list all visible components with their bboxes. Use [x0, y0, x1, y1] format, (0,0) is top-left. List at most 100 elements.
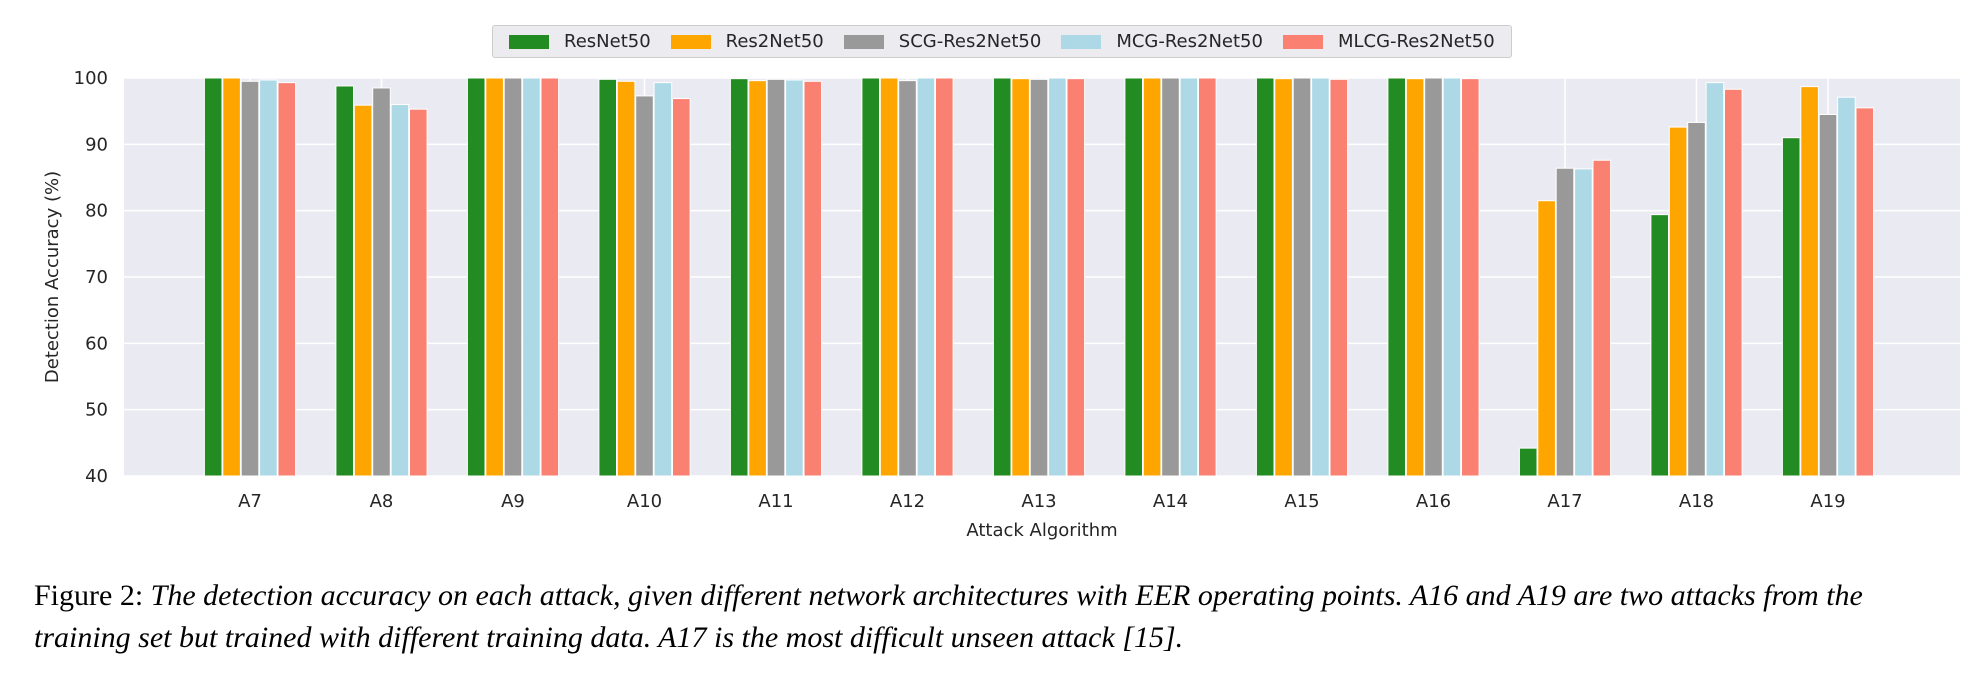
bar-res2net50-a11	[748, 80, 767, 477]
bar-scg-res2net50-a18	[1687, 121, 1706, 477]
bar-resnet50-a13	[992, 77, 1012, 477]
legend-swatch	[1282, 34, 1323, 49]
bar-resnet50-a10	[598, 78, 618, 477]
bar-mcg-res2net50-a12	[916, 77, 936, 477]
legend-item: Res2Net50	[670, 31, 824, 52]
bar-chart: 40 50 60 70 80 90 100 A7 A8 A9 A10 A11 A12 A13 A14 A15 A…	[42, 68, 1960, 541]
x-tick-label: A17	[1547, 491, 1582, 512]
bar-res2net50-a17	[1537, 200, 1556, 477]
x-tick-label: A18	[1679, 491, 1714, 512]
legend-label: SCG-Res2Net50	[898, 31, 1042, 52]
bar-scg-res2net50-a12	[898, 80, 917, 477]
bar-res2net50-a8	[353, 104, 373, 477]
bar-mlcg-res2net50-a8	[409, 108, 428, 477]
legend-label: MLCG-Res2Net50	[1337, 31, 1495, 52]
legend-swatch	[670, 34, 711, 49]
bar-mlcg-res2net50-a10	[672, 98, 691, 477]
legend-label: Res2Net50	[725, 31, 824, 52]
bar-mlcg-res2net50-a7	[277, 82, 297, 477]
bar-mcg-res2net50-a10	[653, 82, 673, 477]
x-tick-label: A14	[1153, 491, 1188, 512]
bar-mcg-res2net50-a19	[1837, 96, 1856, 477]
chart-legend: ResNet50 Res2Net50 SCG-Res2Net50 MCG-Res2Ne…	[492, 25, 1512, 58]
legend-label: MCG-Res2Net50	[1116, 31, 1263, 52]
bar-mlcg-res2net50-a16	[1461, 78, 1480, 477]
caption-text: The detection accuracy on each attack, g…	[34, 579, 1863, 654]
y-tick-label: 50	[85, 400, 108, 421]
bar-scg-res2net50-a9	[503, 77, 523, 477]
bar-scg-res2net50-a11	[766, 78, 786, 477]
legend-swatch	[843, 34, 884, 49]
y-tick-label: 60	[85, 333, 108, 354]
x-tick-label: A15	[1284, 491, 1319, 512]
x-tick-label: A8	[370, 491, 394, 512]
bar-scg-res2net50-a10	[635, 95, 654, 477]
x-tick-label: A7	[238, 491, 262, 512]
y-tick-label: 70	[85, 267, 108, 288]
legend-label: ResNet50	[564, 31, 651, 52]
bar-scg-res2net50-a15	[1292, 77, 1312, 477]
bar-scg-res2net50-a16	[1424, 77, 1443, 477]
bar-res2net50-a19	[1800, 86, 1819, 477]
bar-mcg-res2net50-a18	[1705, 82, 1725, 477]
bar-resnet50-a15	[1255, 77, 1275, 477]
bar-mcg-res2net50-a13	[1048, 77, 1067, 477]
bar-res2net50-a12	[879, 77, 899, 477]
bar-mcg-res2net50-a9	[522, 77, 541, 477]
x-tick-label: A16	[1416, 491, 1451, 512]
bar-scg-res2net50-a8	[372, 87, 391, 477]
x-tick-label: A12	[890, 491, 925, 512]
chart: 40 50 60 70 80 90 100 A7 A8 A9 A10 A11 A12 A13 A14 A15 A…	[42, 68, 1960, 541]
x-tick-label: A13	[1021, 491, 1056, 512]
bar-mcg-res2net50-a17	[1574, 168, 1593, 477]
caption-label: Figure 2:	[34, 579, 144, 612]
bar-mlcg-res2net50-a17	[1592, 159, 1612, 477]
x-tick-label: A9	[501, 491, 525, 512]
legend-item: ResNet50	[509, 31, 651, 52]
bar-scg-res2net50-a13	[1029, 78, 1049, 477]
bar-resnet50-a8	[335, 85, 354, 477]
bar-res2net50-a16	[1405, 78, 1425, 477]
y-tick-label: 100	[74, 68, 108, 89]
bar-mlcg-res2net50-a9	[540, 77, 560, 477]
bar-mcg-res2net50-a16	[1442, 77, 1462, 477]
bar-mlcg-res2net50-a15	[1329, 78, 1349, 477]
x-tick-label: A19	[1810, 491, 1845, 512]
bar-mlcg-res2net50-a13	[1066, 78, 1086, 477]
y-tick-label: 80	[85, 201, 108, 222]
bar-resnet50-a7	[203, 77, 223, 477]
bar-resnet50-a18	[1650, 214, 1670, 477]
x-tick-label: A10	[627, 491, 662, 512]
bar-mcg-res2net50-a15	[1311, 77, 1330, 477]
bar-resnet50-a12	[861, 77, 881, 477]
y-tick-label: 90	[85, 134, 108, 155]
bar-mlcg-res2net50-a11	[803, 80, 823, 477]
bar-resnet50-a14	[1124, 77, 1144, 477]
bar-res2net50-a7	[222, 77, 241, 477]
y-axis-label: Detection Accuracy (%)	[42, 171, 63, 383]
bar-resnet50-a17	[1518, 447, 1538, 477]
x-tick-label: A11	[758, 491, 793, 512]
bar-mcg-res2net50-a8	[390, 104, 410, 477]
bar-res2net50-a18	[1668, 126, 1688, 477]
bar-mcg-res2net50-a11	[785, 79, 804, 477]
legend-item: MCG-Res2Net50	[1061, 31, 1263, 52]
bar-mlcg-res2net50-a14	[1198, 77, 1217, 477]
bar-res2net50-a10	[616, 80, 636, 477]
x-axis-label: Attack Algorithm	[966, 520, 1117, 541]
bar-resnet50-a9	[466, 77, 486, 477]
bar-res2net50-a9	[485, 77, 504, 477]
bar-mlcg-res2net50-a18	[1724, 88, 1743, 477]
legend-swatch	[509, 34, 549, 49]
bar-mlcg-res2net50-a12	[935, 77, 954, 477]
bar-scg-res2net50-a14	[1161, 77, 1180, 477]
legend-item: MLCG-Res2Net50	[1282, 31, 1495, 52]
bar-res2net50-a13	[1011, 78, 1030, 477]
bar-mcg-res2net50-a14	[1179, 77, 1199, 477]
bar-scg-res2net50-a17	[1555, 167, 1575, 477]
bar-res2net50-a15	[1274, 78, 1293, 477]
y-tick-label: 40	[85, 466, 108, 487]
legend-item: SCG-Res2Net50	[843, 31, 1042, 52]
bar-resnet50-a16	[1387, 77, 1407, 477]
bar-scg-res2net50-a7	[240, 80, 260, 477]
